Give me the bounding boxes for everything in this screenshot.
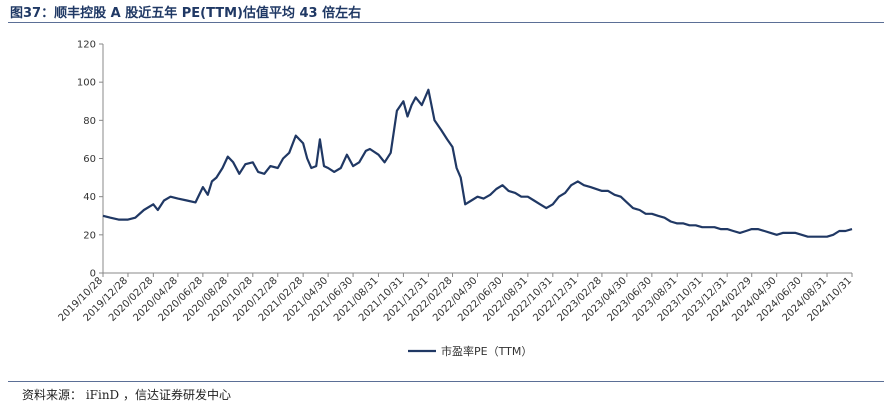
y-tick-label: 0 <box>90 269 96 280</box>
footer-divider <box>8 381 884 382</box>
y-tick-label: 40 <box>83 192 96 203</box>
legend-label: 市盈率PE（TTM） <box>441 344 532 358</box>
pe-line-chart: 0 20 40 60 80 100 120 2019/10/282019/12/282020… <box>57 40 855 359</box>
y-tick-label: 60 <box>83 154 96 165</box>
legend: 市盈率PE（TTM） <box>408 344 532 358</box>
x-axis: 2019/10/282019/12/282020/02/282020/04/28… <box>57 272 854 324</box>
y-tick-label: 20 <box>83 230 96 241</box>
y-axis: 0 20 40 60 80 100 120 <box>77 40 104 280</box>
y-tick-label: 100 <box>77 78 96 89</box>
y-tick-label: 80 <box>83 116 96 127</box>
series-layer <box>102 88 853 238</box>
y-tick-label: 120 <box>77 40 96 51</box>
series-line-pe-ttm <box>102 88 853 238</box>
title-divider <box>8 22 884 23</box>
source-note: 资料来源： iFinD ，信达证券研发中心 <box>22 388 231 402</box>
figure-title: 图37：顺丰控股 A 股近五年 PE(TTM)估值平均 43 倍左右 <box>10 6 362 21</box>
